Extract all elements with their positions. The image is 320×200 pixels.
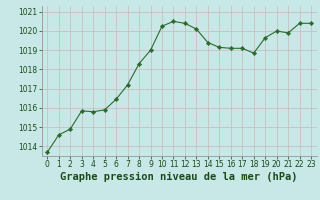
X-axis label: Graphe pression niveau de la mer (hPa): Graphe pression niveau de la mer (hPa): [60, 172, 298, 182]
